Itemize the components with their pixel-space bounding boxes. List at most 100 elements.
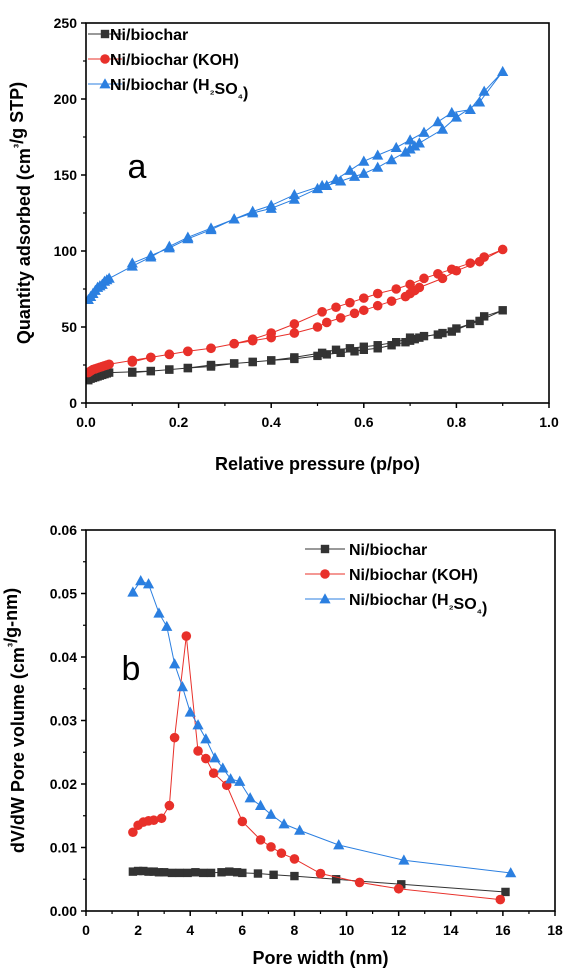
x-tick-label: 2	[134, 922, 142, 938]
series-circle-point	[315, 868, 326, 879]
series-square-point	[183, 868, 192, 878]
series-square-point	[199, 868, 208, 878]
series-square-point	[419, 331, 429, 341]
series-circle-point	[206, 343, 216, 354]
plot-area	[86, 65, 509, 385]
series-circle-point	[128, 827, 138, 838]
series-circle-point	[127, 357, 138, 367]
legend-label: Ni/biochar (KOH)	[110, 52, 239, 69]
x-tick-label: 4	[186, 922, 194, 938]
series-square-point	[438, 328, 447, 338]
series-square-point	[415, 333, 424, 342]
series-triangle-point	[505, 867, 517, 878]
series-square-point	[217, 868, 226, 877]
series-square-point	[387, 341, 396, 350]
series-circle-point	[354, 877, 365, 888]
series-square-point	[232, 868, 242, 877]
x-tick-label: 18	[547, 922, 563, 938]
series-square-point	[373, 341, 382, 350]
series-circle-point	[386, 296, 397, 306]
series-triangle-point	[436, 123, 449, 134]
x-axis-title: Pore width (nm)	[253, 948, 389, 968]
series-circle-point	[419, 273, 429, 284]
series-circle-point	[349, 308, 360, 319]
series-square-point	[133, 866, 143, 876]
series-square-point	[405, 333, 415, 342]
legend-marker	[320, 569, 330, 579]
series-square-point	[269, 870, 278, 880]
series-square-point	[447, 327, 456, 336]
series-triangle-point	[288, 188, 300, 200]
series-triangle-point	[404, 134, 416, 145]
x-tick-label: 14	[443, 922, 459, 938]
series-triangle-point	[278, 818, 290, 829]
series-triangle-point	[182, 233, 194, 244]
y-axis-title: dV/dW Pore volume (cm³/g-nm)	[1, 588, 28, 853]
series-triangle-line	[132, 580, 511, 874]
y-tick-label: 0.00	[50, 903, 77, 919]
series-square-point	[183, 363, 193, 373]
series-triangle-point	[497, 65, 509, 77]
series-circle-point	[148, 815, 159, 825]
panel-letter: a	[128, 148, 147, 186]
series-circle-point	[266, 328, 277, 338]
series-circle-point	[289, 854, 300, 864]
series-circle-point	[335, 313, 346, 323]
series-circle-point	[479, 252, 489, 262]
series-circle-point	[247, 334, 258, 344]
series-circle-point	[433, 269, 443, 279]
axes-frame	[85, 529, 556, 912]
chart-panel-a: 0.0 0.2 0.4 0.6 0.8 1.0 0 50 100 150 200 250 Relativ…	[7, 15, 559, 474]
series-triangle-point	[126, 257, 138, 268]
series-triangle-point	[209, 752, 221, 763]
series-triangle-point	[372, 149, 384, 160]
series-square-point	[267, 356, 276, 365]
series-triangle-point	[418, 126, 430, 137]
plot-area	[127, 575, 517, 905]
series-circle-point	[156, 813, 167, 824]
series-triangle-line	[87, 71, 504, 300]
y-tick-label: 250	[54, 15, 78, 31]
y-tick-label: 100	[54, 243, 78, 259]
x-tick-label: 10	[339, 922, 355, 938]
series-triangle-point	[348, 170, 361, 181]
series-circle-point	[193, 746, 203, 756]
series-square-point	[167, 868, 177, 878]
series-circle-point	[201, 753, 211, 764]
series-circle-point	[229, 338, 239, 349]
x-tick-label: 0.6	[354, 414, 374, 430]
series-circle-point	[331, 302, 341, 313]
series-square-point	[206, 868, 216, 878]
x-tick-label: 8	[291, 922, 299, 938]
series-triangle-point	[142, 578, 155, 589]
series-square-point	[475, 316, 484, 326]
y-tick-label: 0.06	[50, 522, 77, 538]
series-triangle-point	[265, 808, 277, 819]
series-triangle-point	[344, 164, 356, 175]
series-circle-point	[276, 848, 287, 859]
series-circle-point	[345, 297, 355, 308]
series-square-point	[128, 368, 137, 377]
series-square-point	[359, 342, 368, 351]
x-tick-label: 12	[391, 922, 407, 938]
y-tick-label: 150	[54, 167, 78, 183]
series-square-point	[253, 869, 263, 878]
series-triangle-point	[254, 799, 267, 810]
series-triangle-point	[234, 775, 246, 786]
legend-marker	[100, 54, 110, 64]
series-triangle-point	[372, 161, 384, 172]
series-triangle-point	[409, 140, 421, 151]
series-triangle-point	[294, 824, 306, 835]
series-circle-point	[266, 842, 276, 852]
x-tick-label: 1.0	[539, 414, 559, 430]
series-circle-point	[359, 305, 369, 316]
series-triangle-point	[432, 116, 444, 127]
y-tick-label: 200	[54, 91, 78, 107]
series-square-point	[331, 875, 341, 884]
x-tick-label: 16	[495, 922, 511, 938]
series-triangle-point	[358, 155, 370, 166]
series-triangle-point	[446, 106, 458, 118]
series-circle-point	[312, 322, 323, 332]
series-circle-point	[164, 800, 175, 811]
series-square-point	[225, 867, 234, 876]
